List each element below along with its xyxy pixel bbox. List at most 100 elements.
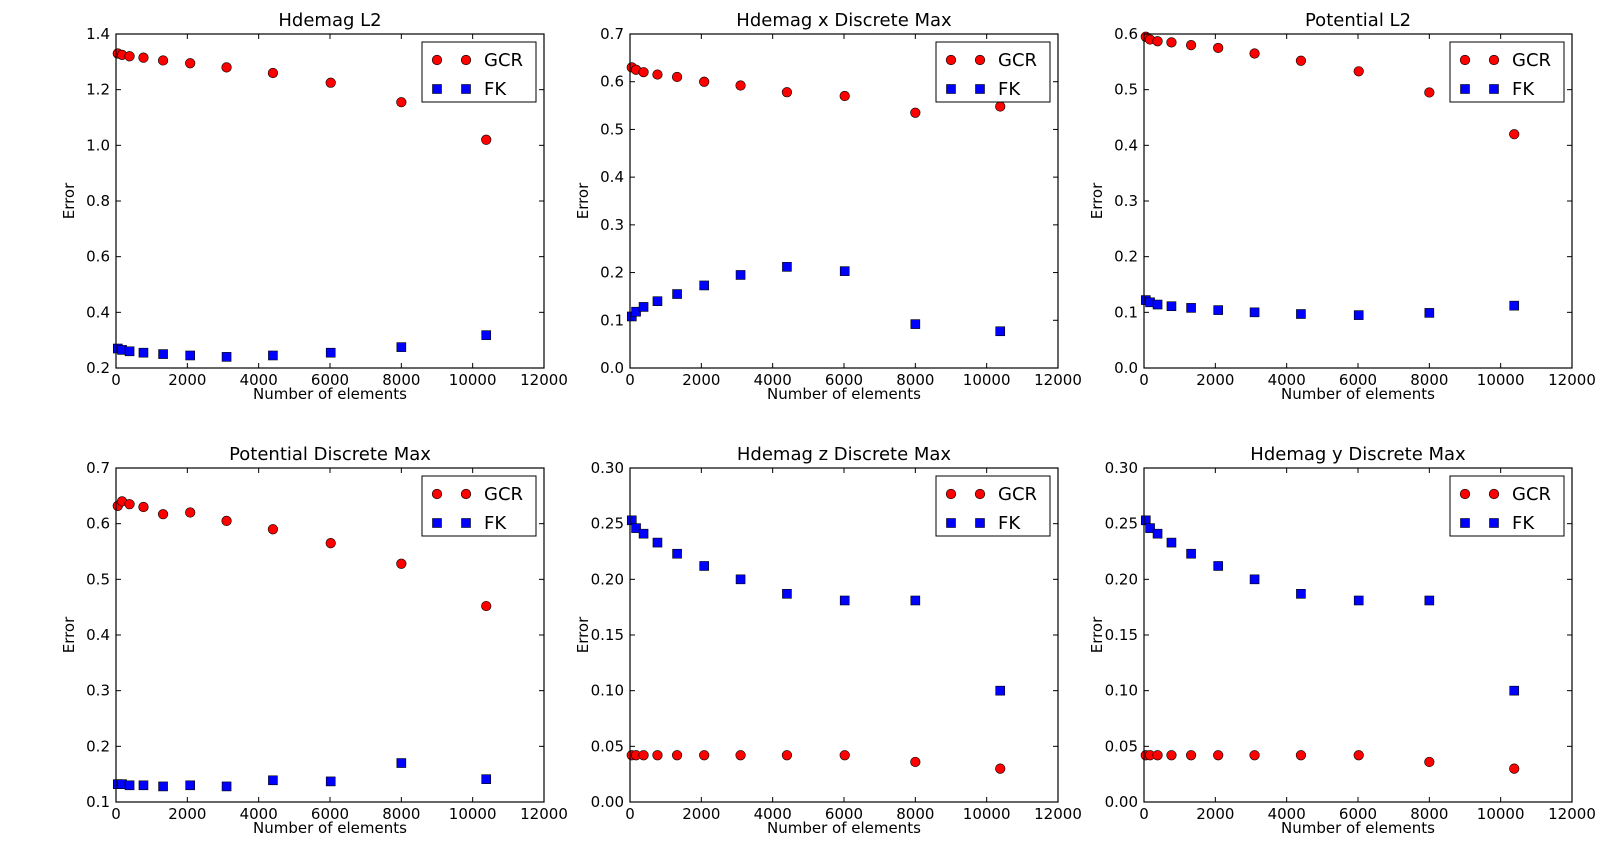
data-point-fk (396, 342, 407, 352)
series-gcr (1140, 750, 1520, 774)
x-tick-label: 0 (111, 371, 121, 389)
y-tick-label: 0.2 (1114, 248, 1138, 266)
data-point-gcr (910, 107, 921, 118)
data-point-fk (631, 523, 641, 533)
legend: GCR FK (935, 475, 1051, 537)
data-point-gcr (1152, 36, 1163, 47)
legend-marker-gcr (974, 54, 986, 66)
legend-marker-gcr (431, 488, 443, 500)
data-point-gcr (396, 558, 407, 569)
legend-marker-gcr (1488, 488, 1500, 500)
data-point-gcr (652, 69, 663, 80)
data-point-fk (672, 289, 682, 299)
x-tick-label: 12000 (1034, 805, 1082, 823)
legend: GCR FK (935, 41, 1051, 103)
data-point-fk (325, 347, 336, 358)
data-point-fk (652, 296, 663, 307)
data-point-gcr (325, 77, 336, 88)
series-gcr (626, 62, 1006, 118)
data-point-gcr (1249, 750, 1260, 761)
series-gcr (1140, 31, 1520, 140)
data-point-fk (185, 780, 195, 791)
data-point-fk (995, 685, 1006, 696)
legend-marker-gcr (460, 488, 472, 500)
x-tick-label: 2000 (168, 371, 206, 389)
data-point-fk (910, 319, 921, 329)
chart-panel: Hdemag y Discrete Max Number of elements E… (1088, 444, 1596, 837)
legend-marker-fk (1460, 84, 1470, 94)
y-tick-label: 0.4 (86, 626, 110, 644)
data-point-gcr (185, 58, 196, 69)
legend-marker-gcr (1459, 54, 1471, 66)
y-tick-label: 0.25 (591, 515, 624, 533)
chart-title: Hdemag y Discrete Max (1250, 444, 1466, 465)
legend-marker-gcr (945, 54, 957, 66)
x-tick-label: 8000 (896, 371, 934, 389)
data-point-gcr (839, 90, 850, 102)
y-tick-label: 0.2 (600, 264, 624, 282)
data-point-gcr (1185, 40, 1197, 51)
y-tick-label: 0.10 (1105, 682, 1138, 700)
data-point-gcr (1249, 48, 1260, 59)
legend-marker-gcr (431, 54, 443, 66)
data-point-fk (185, 350, 195, 361)
data-point-fk (1249, 307, 1260, 318)
x-tick-label: 4000 (754, 371, 792, 389)
y-tick-label: 0.3 (1114, 192, 1138, 210)
axes-frame (629, 33, 1059, 369)
data-point-gcr (1353, 66, 1364, 77)
y-tick-label: 0.3 (600, 216, 624, 234)
y-tick-label: 0.6 (86, 248, 110, 266)
legend-label-gcr: GCR (484, 50, 523, 71)
x-axis-label: Number of elements (767, 819, 921, 837)
chart-title: Potential Discrete Max (229, 444, 431, 465)
data-point-fk (1509, 300, 1520, 311)
legend-label-fk: FK (1512, 79, 1535, 100)
data-point-fk (995, 326, 1006, 337)
data-point-fk (735, 574, 746, 585)
data-point-fk (1213, 305, 1223, 315)
y-tick-label: 0.15 (1105, 626, 1138, 644)
legend-label-fk: FK (484, 513, 507, 534)
y-tick-label: 0.0 (1114, 359, 1138, 377)
data-point-fk (699, 561, 709, 571)
y-tick-label: 1.0 (86, 136, 110, 154)
y-axis-label: Error (574, 182, 592, 219)
data-point-gcr (1424, 87, 1435, 98)
legend-marker-fk (1460, 518, 1470, 528)
x-tick-label: 0 (1139, 805, 1149, 823)
x-tick-label: 8000 (896, 805, 934, 823)
y-tick-label: 0.4 (86, 303, 110, 321)
data-point-fk (481, 330, 492, 340)
data-point-gcr (699, 750, 710, 761)
data-point-fk (396, 758, 407, 768)
legend-marker-fk (461, 518, 471, 528)
x-axis-label: Number of elements (253, 385, 407, 403)
y-tick-label: 0.00 (1105, 793, 1138, 811)
data-point-fk (1166, 301, 1177, 312)
chart-panel: Potential Discrete Max Number of elements… (60, 444, 568, 837)
x-tick-label: 4000 (754, 805, 792, 823)
data-point-fk (1213, 561, 1223, 571)
series-fk (1140, 515, 1520, 696)
x-tick-label: 4000 (240, 371, 278, 389)
x-tick-label: 12000 (1034, 371, 1082, 389)
x-tick-label: 10000 (963, 805, 1011, 823)
y-tick-label: 0.7 (86, 459, 110, 477)
legend-marker-gcr (460, 54, 472, 66)
y-tick-label: 0.3 (86, 682, 110, 700)
legend-marker-fk (946, 84, 956, 94)
x-axis-label: Number of elements (1281, 385, 1435, 403)
y-axis-label: Error (1088, 182, 1106, 219)
data-point-fk (638, 528, 649, 539)
y-axis-label: Error (1088, 616, 1106, 653)
data-point-fk (1296, 309, 1306, 319)
data-point-gcr (839, 750, 850, 761)
data-point-fk (910, 595, 921, 606)
data-point-gcr (267, 524, 279, 535)
data-point-fk (1145, 523, 1155, 533)
data-point-gcr (396, 97, 407, 108)
x-tick-label: 12000 (520, 371, 568, 389)
data-point-gcr (671, 71, 683, 83)
